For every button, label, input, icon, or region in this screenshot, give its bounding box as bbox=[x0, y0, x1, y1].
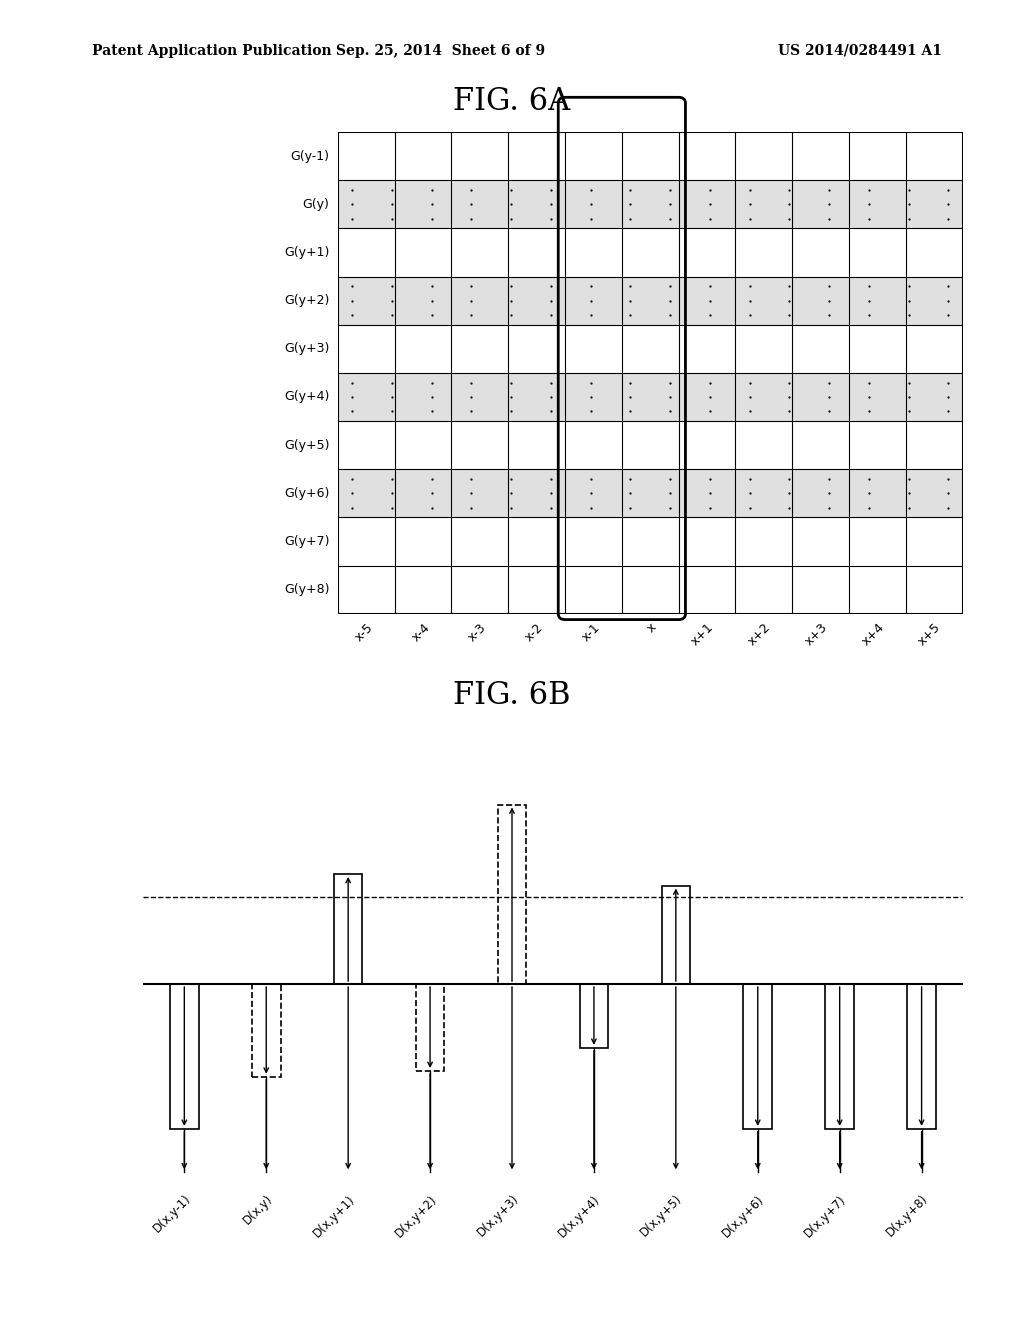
Text: G(y+3): G(y+3) bbox=[284, 342, 330, 355]
Text: FIG. 6B: FIG. 6B bbox=[454, 680, 570, 710]
Text: G(y): G(y) bbox=[302, 198, 330, 211]
Text: G(y+6): G(y+6) bbox=[284, 487, 330, 500]
Text: G(y+2): G(y+2) bbox=[284, 294, 330, 308]
Text: x: x bbox=[645, 620, 659, 635]
Bar bbox=[743, 983, 772, 1129]
Text: G(y+7): G(y+7) bbox=[284, 535, 330, 548]
Bar bbox=[825, 983, 854, 1129]
Text: G(y+1): G(y+1) bbox=[284, 246, 330, 259]
Bar bbox=[662, 886, 690, 983]
Bar bbox=[170, 983, 199, 1129]
Text: G(y+5): G(y+5) bbox=[284, 438, 330, 451]
Text: x-4: x-4 bbox=[410, 620, 432, 644]
Bar bbox=[338, 470, 963, 517]
Text: x-2: x-2 bbox=[522, 620, 546, 644]
Bar bbox=[252, 983, 281, 1077]
Text: D(x,y): D(x,y) bbox=[241, 1192, 275, 1228]
Bar bbox=[338, 277, 963, 325]
Text: D(x,y+7): D(x,y+7) bbox=[802, 1192, 849, 1239]
Text: D(x,y+2): D(x,y+2) bbox=[392, 1192, 439, 1239]
Bar bbox=[416, 983, 444, 1071]
Bar bbox=[334, 874, 362, 983]
Bar bbox=[580, 983, 608, 1048]
Text: D(x,y+1): D(x,y+1) bbox=[310, 1192, 357, 1239]
Text: x+1: x+1 bbox=[689, 620, 716, 648]
Text: x+3: x+3 bbox=[802, 620, 829, 648]
Bar bbox=[907, 983, 936, 1129]
Text: G(y+8): G(y+8) bbox=[284, 583, 330, 597]
Text: US 2014/0284491 A1: US 2014/0284491 A1 bbox=[778, 44, 942, 58]
Text: D(x,y+8): D(x,y+8) bbox=[884, 1192, 931, 1239]
Text: D(x,y+3): D(x,y+3) bbox=[474, 1192, 521, 1239]
Text: Sep. 25, 2014  Sheet 6 of 9: Sep. 25, 2014 Sheet 6 of 9 bbox=[336, 44, 545, 58]
Bar bbox=[338, 372, 963, 421]
Text: FIG. 6A: FIG. 6A bbox=[454, 86, 570, 116]
Bar bbox=[498, 804, 526, 983]
Bar bbox=[338, 181, 963, 228]
Text: x+2: x+2 bbox=[745, 620, 773, 648]
Text: x+5: x+5 bbox=[915, 620, 943, 648]
Text: D(x,y+5): D(x,y+5) bbox=[638, 1192, 685, 1239]
Text: x+4: x+4 bbox=[859, 620, 887, 648]
Text: x-3: x-3 bbox=[466, 620, 489, 644]
Text: Patent Application Publication: Patent Application Publication bbox=[92, 44, 332, 58]
Text: G(y-1): G(y-1) bbox=[291, 149, 330, 162]
Text: D(x,y-1): D(x,y-1) bbox=[151, 1192, 194, 1236]
Text: G(y+4): G(y+4) bbox=[284, 391, 330, 404]
Text: x-1: x-1 bbox=[580, 620, 603, 644]
Text: D(x,y+4): D(x,y+4) bbox=[556, 1192, 603, 1239]
Text: x-5: x-5 bbox=[352, 620, 376, 644]
Text: D(x,y+6): D(x,y+6) bbox=[720, 1192, 767, 1239]
